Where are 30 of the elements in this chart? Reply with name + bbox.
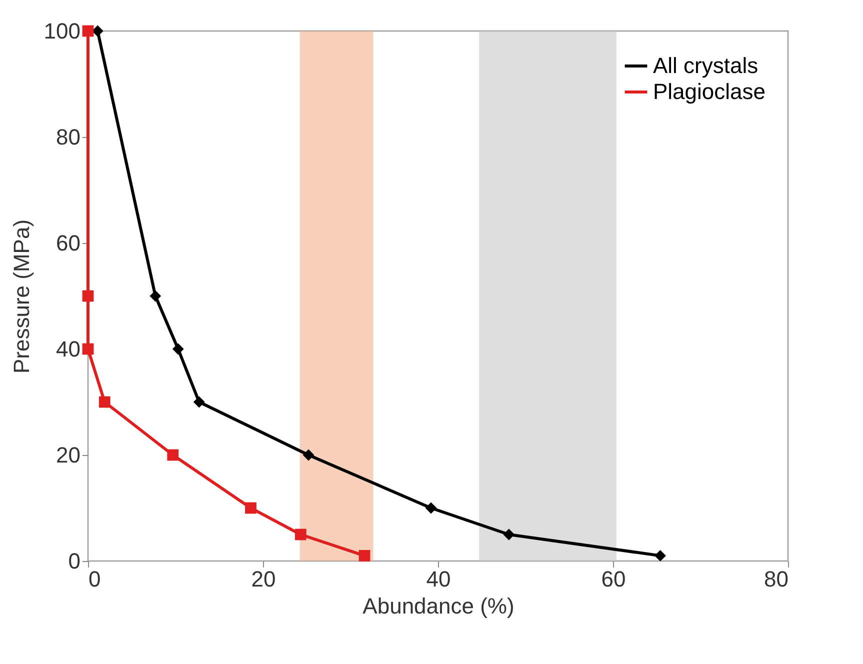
y-tick-label: 20 <box>56 442 80 468</box>
y-tick-label: 40 <box>56 336 80 362</box>
point <box>245 502 256 514</box>
point <box>294 528 306 540</box>
point <box>425 502 437 514</box>
point <box>82 290 94 302</box>
x-tick-label: 20 <box>251 566 276 592</box>
x-tick-label: 60 <box>601 566 626 592</box>
point <box>150 290 162 302</box>
point <box>654 550 666 562</box>
legend-label: Plagioclase <box>653 79 766 104</box>
y-tick-label: 80 <box>56 124 80 150</box>
point <box>302 449 314 461</box>
x-axis-title: Abundance (%) <box>362 594 514 618</box>
point <box>193 396 205 408</box>
point <box>82 25 94 37</box>
y-tick-label: 0 <box>68 548 80 574</box>
y-axis-title: Pressure (MPa) <box>8 219 34 374</box>
point <box>358 550 370 562</box>
x-tick-label: 40 <box>426 566 451 592</box>
point <box>172 343 184 355</box>
x-tick-label: 0 <box>88 566 101 592</box>
point <box>98 396 110 408</box>
y-tick-label: 60 <box>56 230 80 256</box>
legend-label: All crystals <box>653 53 758 78</box>
y-tick-label: 100 <box>44 18 80 44</box>
point <box>503 528 515 540</box>
point <box>82 343 94 355</box>
x-tick-label: 80 <box>764 566 788 592</box>
point <box>167 449 179 461</box>
